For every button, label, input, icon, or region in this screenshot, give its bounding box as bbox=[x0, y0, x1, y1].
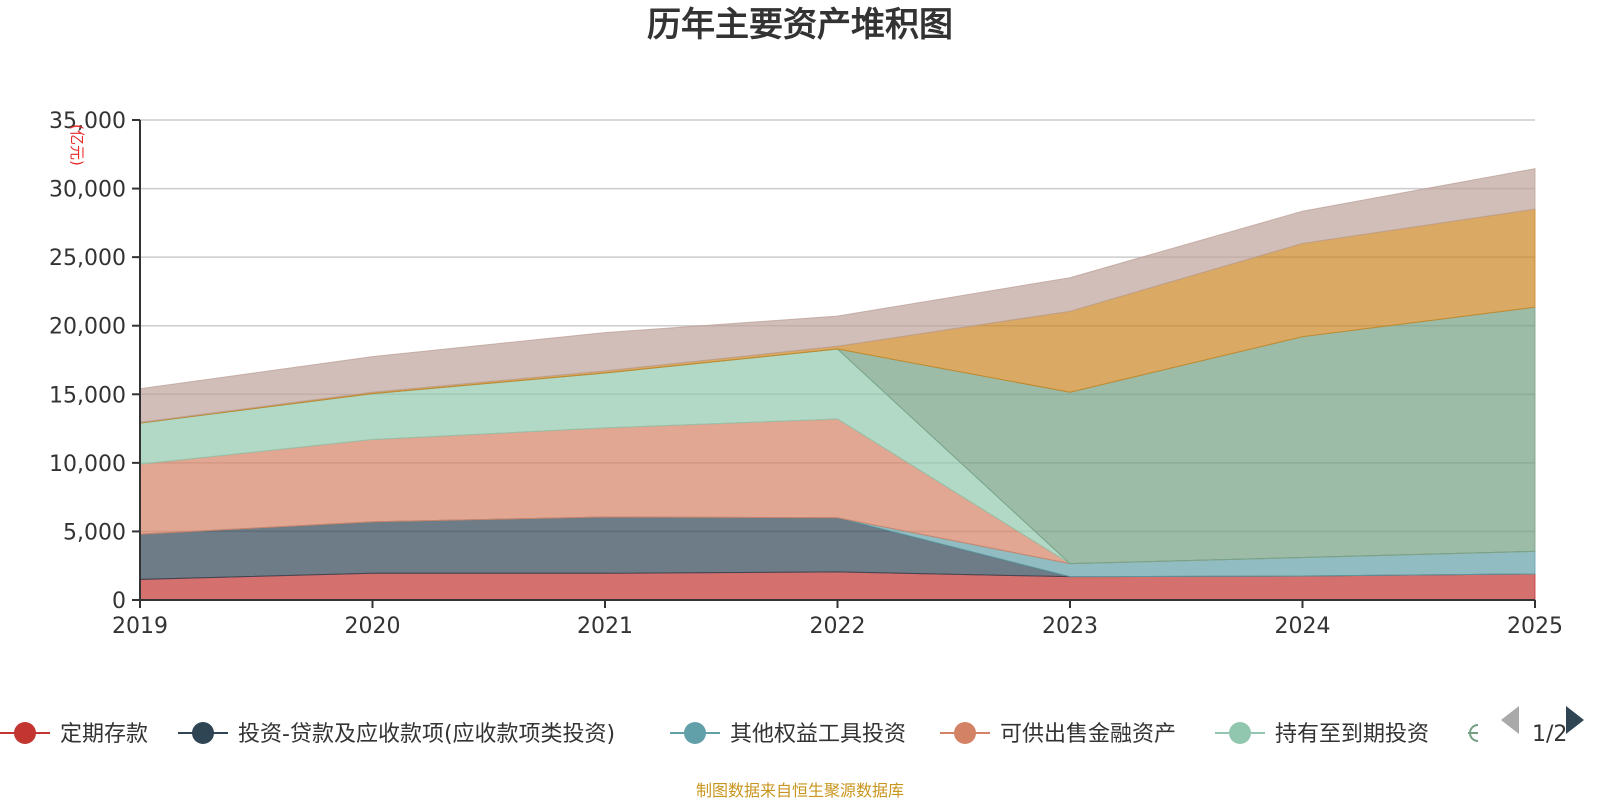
y-tick-label: 15,000 bbox=[49, 383, 126, 408]
legend-item[interactable]: 持有至到期投资 bbox=[1215, 722, 1429, 747]
legend-label: 可供出售金融资产 bbox=[1000, 722, 1176, 747]
legend-marker-icon bbox=[1469, 724, 1479, 742]
legend-next-page-icon[interactable] bbox=[1566, 706, 1584, 734]
legend-item[interactable]: 可供出售金融资产 bbox=[940, 722, 1176, 747]
legend-marker-icon bbox=[14, 722, 36, 744]
legend-label: 投资-贷款及应收款项(应收款项类投资) bbox=[238, 722, 615, 747]
y-tick-label: 30,000 bbox=[49, 178, 126, 203]
y-tick-label: 25,000 bbox=[49, 246, 126, 271]
x-tick-label: 2022 bbox=[810, 614, 866, 639]
legend: 定期存款 投资-贷款及应收款项(应收款项类投资) 其他权益工具投资 可供出售金融资产 持… bbox=[0, 722, 1479, 747]
x-tick-label: 2023 bbox=[1042, 614, 1098, 639]
y-axis-ticks: 0 5,000 10,000 15,000 20,000 25,000 30,000 35,0… bbox=[49, 109, 140, 614]
legend-item[interactable]: 定期存款 bbox=[0, 722, 148, 747]
x-tick-label: 2019 bbox=[112, 614, 168, 639]
x-tick-label: 2025 bbox=[1507, 614, 1563, 639]
legend-prev-page-icon[interactable] bbox=[1501, 706, 1519, 734]
x-axis-ticks: 2019 2020 2021 2022 2023 2024 2025 bbox=[112, 600, 1563, 639]
y-tick-label: 5,000 bbox=[63, 520, 126, 545]
legend-label: 定期存款 bbox=[60, 722, 148, 747]
legend-item[interactable]: 投资-贷款及应收款项(应收款项类投资) bbox=[178, 722, 615, 747]
data-source-note: 制图数据来自恒生聚源数据库 bbox=[696, 781, 904, 800]
area-series bbox=[139, 168, 1536, 601]
legend-label: 其他权益工具投资 bbox=[730, 722, 906, 747]
area-series-7 bbox=[139, 168, 1536, 423]
x-tick-label: 2021 bbox=[577, 614, 633, 639]
legend-marker-icon bbox=[954, 722, 976, 744]
legend-marker-icon bbox=[684, 722, 706, 744]
x-tick-label: 2020 bbox=[345, 614, 401, 639]
y-tick-label: 10,000 bbox=[49, 452, 126, 477]
legend-marker-icon bbox=[1229, 722, 1251, 744]
y-tick-label: 0 bbox=[112, 589, 126, 614]
x-tick-label: 2024 bbox=[1275, 614, 1331, 639]
legend-page-indicator: 1/2 bbox=[1532, 722, 1567, 747]
legend-item[interactable]: 其他权益工具投资 bbox=[670, 722, 906, 747]
chart-title: 历年主要资产堆积图 bbox=[647, 5, 953, 45]
legend-label: 持有至到期投资 bbox=[1275, 722, 1429, 747]
y-tick-label: 20,000 bbox=[49, 315, 126, 340]
y-tick-label: 35,000 bbox=[49, 109, 126, 134]
legend-marker-icon bbox=[192, 722, 214, 744]
legend-pager: 1/2 bbox=[1501, 706, 1584, 747]
legend-item-partial bbox=[1468, 724, 1479, 742]
y-axis-unit-label: (亿元) bbox=[68, 124, 86, 166]
